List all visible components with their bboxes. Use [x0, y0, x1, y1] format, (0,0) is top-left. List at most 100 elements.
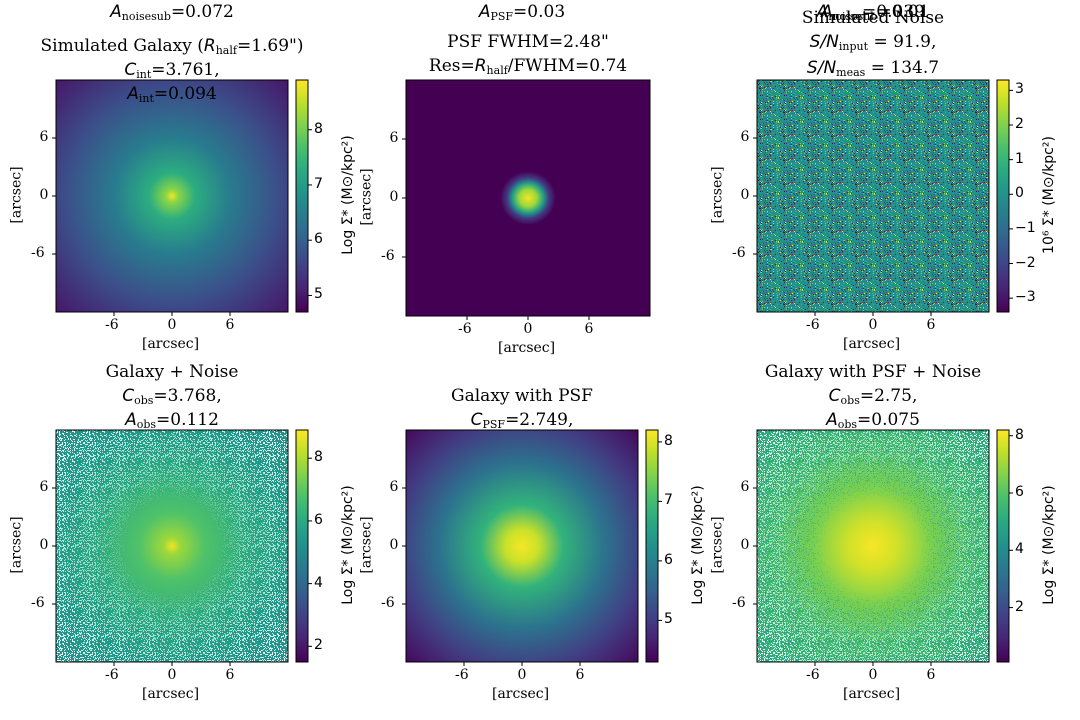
colorbar-tick-label: 0 [1015, 185, 1024, 202]
x-tick-label: 6 [926, 667, 936, 683]
y-tick-label: -6 [31, 245, 45, 261]
y-tick-label: 6 [740, 479, 750, 495]
colorbar-tick-label: 6 [1015, 484, 1024, 500]
colorbar-tick-label: 3 [1015, 81, 1024, 98]
panel-1 [52, 79, 312, 316]
y-tick-label: -6 [31, 595, 45, 611]
x-tick-label: 0 [868, 317, 878, 333]
panel-3-image [757, 80, 989, 312]
y-tick-label: 0 [740, 187, 750, 203]
panel-1-title-line-3: Aint=0.094 [127, 84, 217, 105]
colorbar-tick-label: 6 [314, 231, 323, 248]
y-tick-label: 6 [389, 479, 399, 495]
x-tick-label: -6 [806, 667, 820, 683]
panel-1-image [56, 80, 288, 312]
colorbar-tick-label: 7 [664, 492, 673, 509]
x-tick-label: 0 [523, 321, 533, 337]
panel-6-colorbar [996, 429, 1010, 663]
colorbar-tick-label: 6 [314, 511, 323, 528]
panel-3-title-line-3: S/Nmeas = 134.7 [806, 58, 940, 79]
y-tick-label: 0 [740, 537, 750, 553]
panel-6-title-line-2: Cobs=2.75, [828, 386, 918, 407]
y-tick-label: 0 [389, 537, 399, 553]
panel-2-image [406, 80, 650, 316]
colorbar-tick-label: 4 [1015, 541, 1024, 558]
colorbar-tick-label: 5 [664, 611, 673, 628]
x-tick-label: 6 [225, 317, 235, 333]
colorbar-label: Log Σ* (M⊙/kpc²) [340, 135, 356, 255]
y-tick-label: 6 [39, 129, 49, 145]
x-axis-label: [arcsec] [142, 686, 200, 702]
x-tick-label: 6 [575, 667, 585, 683]
x-tick-label: -6 [458, 321, 472, 337]
panel-5-colorbar [645, 429, 659, 663]
y-tick-label: -6 [732, 595, 746, 611]
y-tick-label: -6 [381, 595, 395, 611]
panel-4-title-line-3: Aobs=0.112 [125, 410, 219, 431]
colorbar-label: 10⁶ Σ* (M⊙/kpc²) [1041, 136, 1057, 254]
x-tick-label: 0 [167, 317, 177, 333]
panel-1-title-line-1: Simulated Galaxy (Rhalf=1.69") [40, 36, 304, 57]
colorbar-tick-label: 8 [1015, 426, 1024, 443]
colorbar-tick-label: 8 [664, 432, 673, 449]
colorbar-tick-label: 2 [314, 637, 323, 654]
colorbar-tick-label: 1 [1015, 150, 1024, 167]
colorbar-tick-label: 5 [314, 286, 323, 303]
x-axis-label: [arcsec] [843, 336, 901, 352]
panel-4-title-line-2: Cobs=3.768, [122, 386, 222, 407]
colorbar-tick-label: −1 [1015, 219, 1036, 236]
y-axis-label: [arcsec] [8, 166, 25, 224]
panel-5-title-line-3: APSF=0.03 [478, 2, 566, 23]
panel-6-title-line-3: Aobs=0.075 [826, 410, 920, 431]
x-tick-label: 6 [225, 667, 235, 683]
y-axis-label: [arcsec] [358, 516, 375, 574]
panel-1-colorbar [295, 79, 309, 313]
panel-4 [52, 429, 312, 666]
y-tick-label: 0 [39, 537, 49, 553]
colorbar-tick-label: 6 [664, 551, 673, 568]
colorbar-tick-label: 2 [1015, 116, 1024, 132]
y-axis-label: [arcsec] [709, 516, 726, 574]
x-axis-label: [arcsec] [843, 686, 901, 702]
x-axis-label: [arcsec] [142, 336, 200, 352]
panel-3-colorbar [996, 79, 1010, 313]
y-tick-label: 6 [39, 479, 49, 495]
panel-5-image [406, 430, 638, 662]
colorbar-tick-label: 8 [314, 449, 323, 466]
panel-5 [402, 429, 662, 666]
x-tick-label: -6 [806, 317, 820, 333]
colorbar-tick-label: 4 [314, 574, 323, 591]
colorbar-tick-label: 7 [314, 175, 323, 192]
x-tick-label: 0 [517, 667, 527, 683]
x-tick-label: -6 [105, 667, 119, 683]
panel-6-dropout-overlay [757, 430, 989, 662]
x-tick-label: 0 [167, 667, 177, 683]
colorbar-label: Log Σ* (M⊙/kpc²) [690, 485, 706, 605]
y-tick-label: -6 [732, 245, 746, 261]
colorbar-label: Log Σ* (M⊙/kpc²) [340, 485, 356, 605]
panel-4-title-line-4: Anoisesub=0.072 [110, 2, 234, 23]
y-axis-label: [arcsec] [8, 516, 25, 574]
x-axis-label: [arcsec] [498, 340, 556, 356]
panel-6 [753, 429, 1013, 666]
y-tick-label: 6 [389, 130, 399, 146]
panel-5-title-line-1: Galaxy with PSF [451, 386, 593, 406]
panel-4-title-line-1: Galaxy + Noise [105, 362, 239, 382]
panel-4-colorbar [295, 429, 309, 663]
colorbar-tick-label: 8 [314, 120, 323, 137]
y-tick-label: 6 [740, 129, 750, 145]
x-tick-label: 0 [868, 667, 878, 683]
colorbar-tick-label: −2 [1015, 254, 1036, 271]
colorbar-tick-label: 2 [1015, 598, 1024, 615]
y-tick-label: -6 [381, 248, 395, 264]
x-tick-label: 6 [584, 321, 594, 337]
panel-3-title-line-1: Simulated Noise [801, 8, 945, 28]
colorbar-label: Log Σ* (M⊙/kpc²) [1041, 485, 1057, 605]
panel-2 [402, 79, 651, 320]
y-tick-label: 0 [39, 187, 49, 203]
colorbar-tick-label: −3 [1015, 289, 1036, 306]
panel-6-title-line-4: Anoisesub=0.01 [816, 2, 930, 23]
panel-3 [753, 79, 1013, 316]
